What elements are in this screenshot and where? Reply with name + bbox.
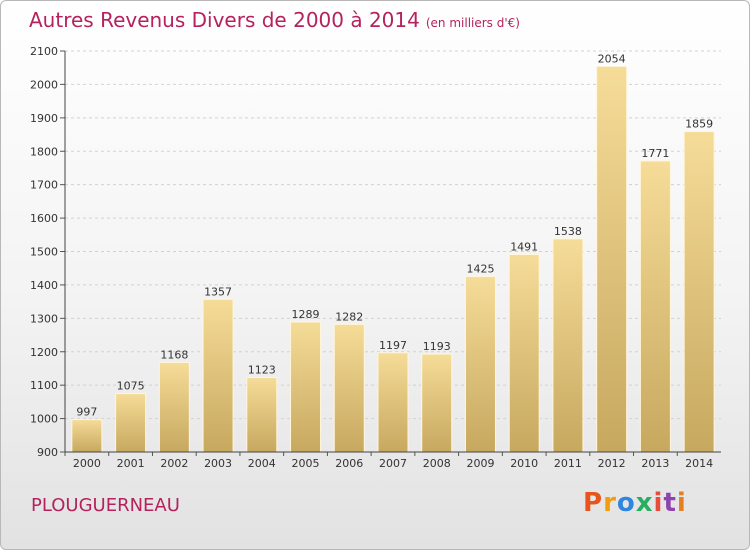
bar (639, 160, 671, 453)
y-tick-label: 1000 (30, 413, 58, 426)
y-tick-label: 1600 (30, 212, 58, 225)
bar-value-label: 997 (76, 406, 97, 419)
logo-letter: P (583, 488, 604, 518)
x-tick-label: 2002 (160, 457, 188, 470)
y-tick-label: 1200 (30, 346, 58, 359)
y-tick-label: 2100 (30, 45, 58, 58)
bar (683, 131, 715, 453)
logo-letter: i (653, 488, 664, 518)
x-axis: 2000 2001 2002 2003 2004 2005 2006 2007 2008 2009… (64, 451, 721, 470)
y-tick-label: 1100 (30, 379, 58, 392)
y-tick-label: 1900 (30, 112, 58, 125)
y-tick-label: 2000 (30, 78, 58, 91)
logo-letter: t (663, 488, 677, 518)
bar (290, 321, 322, 453)
bar-value-label: 1193 (423, 340, 451, 353)
logo-letter: r (603, 488, 617, 518)
x-tick-label: 2012 (598, 457, 626, 470)
bar (464, 276, 496, 453)
x-tick-label: 2013 (641, 457, 669, 470)
bar (246, 376, 278, 453)
chart-title-text: Autres Revenus Divers de 2000 à 2014 (29, 8, 420, 32)
bar (552, 238, 584, 453)
bar-value-label: 1859 (685, 118, 713, 131)
bar (421, 353, 453, 453)
bar (202, 298, 234, 453)
proxiti-logo: Proxiti (583, 488, 687, 518)
bar (377, 352, 409, 453)
bar-value-label: 1289 (292, 308, 320, 321)
bar (71, 419, 103, 453)
x-tick-label: 2014 (685, 457, 713, 470)
x-tick-label: 2003 (204, 457, 232, 470)
x-tick-label: 2009 (466, 457, 494, 470)
bar (158, 361, 190, 453)
chart-title: Autres Revenus Divers de 2000 à 2014 (en … (29, 8, 520, 32)
x-tick-label: 2004 (248, 457, 276, 470)
bar (596, 65, 628, 453)
y-tick-label: 1400 (30, 279, 58, 292)
chart-unit: (en milliers d'€) (425, 16, 520, 30)
x-tick-label: 2005 (292, 457, 320, 470)
bar-value-label: 1197 (379, 339, 407, 352)
x-tick-label: 2001 (117, 457, 145, 470)
logo-letter: o (616, 488, 636, 518)
bar-value-label: 1425 (466, 263, 494, 276)
y-axis: 900 1000 1100 1200 1300 1400 1500 1600 1700 1800 1… (30, 45, 66, 459)
bar-value-label: 1538 (554, 225, 582, 238)
x-tick-label: 2008 (423, 457, 451, 470)
y-tick-label: 1800 (30, 145, 58, 158)
y-tick-label: 900 (37, 446, 58, 459)
y-tick-label: 1300 (30, 312, 58, 325)
bars: 997 1075 1168 1357 1123 1289 1282 1197 1193 1425 1… (71, 52, 715, 453)
bar-value-label: 1168 (160, 348, 188, 361)
y-tick-label: 1500 (30, 246, 58, 259)
bar-value-label: 1771 (641, 147, 669, 160)
x-tick-label: 2006 (335, 457, 363, 470)
x-tick-label: 2010 (510, 457, 538, 470)
bar-value-label: 2054 (598, 52, 626, 65)
y-tick-label: 1700 (30, 179, 58, 192)
logo-letter: x (635, 488, 654, 518)
x-tick-label: 2007 (379, 457, 407, 470)
bar-value-label: 1357 (204, 285, 232, 298)
logo-letter: i (676, 488, 687, 518)
bar-value-label: 1123 (248, 363, 276, 376)
bar-value-label: 1491 (510, 241, 538, 254)
bar-value-label: 1282 (335, 310, 363, 323)
bar-value-label: 1075 (117, 380, 145, 393)
bar (333, 323, 365, 453)
x-tick-label: 2000 (73, 457, 101, 470)
bar (115, 393, 147, 453)
x-tick-label: 2011 (554, 457, 582, 470)
bar (508, 254, 540, 453)
place-name: PLOUGUERNEAU (31, 495, 180, 516)
